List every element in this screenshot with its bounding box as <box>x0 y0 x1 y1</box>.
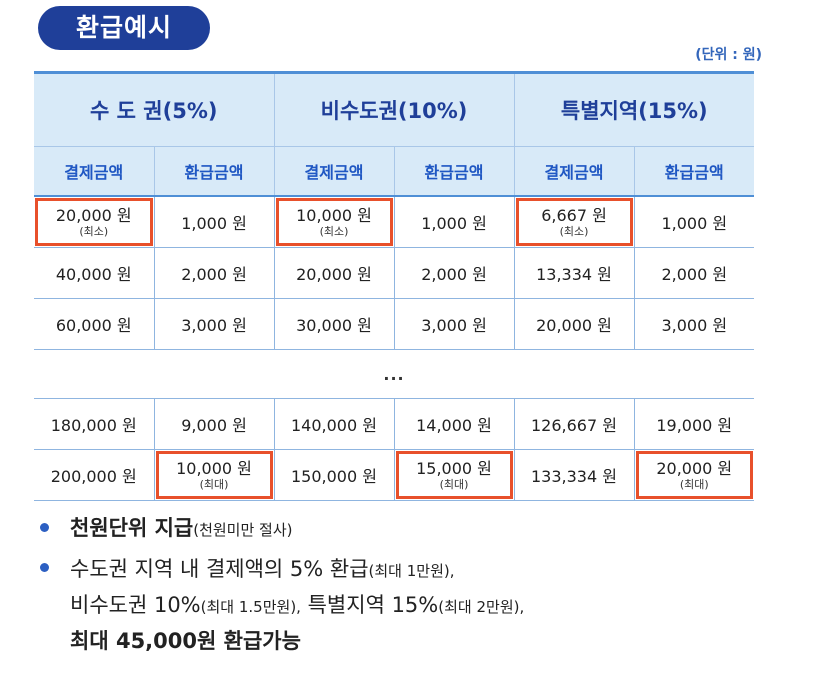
table-row: 40,000 원 2,000 원 20,000 원 2,000 원 13,334… <box>34 247 754 299</box>
table-row: 20,000 원 (최소) 1,000 원 10,000 원 (최소) 1,00… <box>34 196 754 248</box>
table-cell: 13,334 원 <box>513 247 634 299</box>
highlight-frame <box>155 451 273 499</box>
table-cell: 40,000 원 <box>34 247 154 299</box>
table-cell: 1,000 원 <box>393 196 514 248</box>
table-cell: 19,000 원 <box>633 398 754 450</box>
cell-note: (최소) <box>319 224 349 238</box>
table-cell-highlighted: 6,667 원 (최소) <box>513 196 634 248</box>
table-row: 60,000 원 3,000 원 30,000 원 3,000 원 20,000… <box>34 298 754 350</box>
note-small: (최대 1.5만원), <box>200 598 301 616</box>
cell-note: (최소) <box>559 224 589 238</box>
cell-note: (최대) <box>439 477 469 491</box>
region-special: 특별지역(15%) <box>513 71 754 147</box>
cell-note: (최대) <box>679 477 709 491</box>
table-cell-highlighted: 20,000 원 (최소) <box>34 196 154 248</box>
payment-header: 결제금액 <box>273 146 394 197</box>
cell-amount: 6,667 원 <box>541 205 607 225</box>
note-strong: 천원단위 지급 <box>70 516 194 540</box>
note-small: (최대 1만원), <box>368 562 455 580</box>
refund-header: 환급금액 <box>633 146 754 197</box>
sub-header-row: 결제금액 환급금액 결제금액 환급금액 결제금액 환급금액 <box>34 146 754 197</box>
highlight-frame <box>515 198 633 246</box>
highlight-frame <box>35 198 153 246</box>
region-non-capital: 비수도권(10%) <box>273 71 514 147</box>
ellipsis: ... <box>34 349 754 399</box>
payment-header: 결제금액 <box>34 146 154 197</box>
highlight-frame <box>635 451 753 499</box>
table-cell: 3,000 원 <box>633 298 754 350</box>
table-cell-highlighted: 10,000 원 (최대) <box>153 449 274 501</box>
table-cell: 60,000 원 <box>34 298 154 350</box>
note-text: 특별지역 15% <box>300 593 439 617</box>
table-cell: 140,000 원 <box>273 398 394 450</box>
cell-note: (최소) <box>79 224 109 238</box>
note-strong: 최대 45,000원 환급가능 <box>70 629 301 653</box>
highlight-frame <box>275 198 393 246</box>
table-cell: 1,000 원 <box>633 196 754 248</box>
note-text: 비수도권 10% <box>70 593 201 617</box>
bullet-icon <box>40 563 49 572</box>
table-row: 200,000 원 10,000 원 (최대) 150,000 원 15,000… <box>34 449 754 501</box>
table-cell-highlighted: 20,000 원 (최대) <box>633 449 754 501</box>
payment-header: 결제금액 <box>513 146 634 197</box>
table-cell: 2,000 원 <box>393 247 514 299</box>
bullet-icon <box>40 523 49 532</box>
cell-amount: 20,000 원 <box>656 458 733 478</box>
note-small: (최대 2만원), <box>438 598 525 616</box>
table-row: 180,000 원 9,000 원 140,000 원 14,000 원 126… <box>34 398 754 450</box>
refund-table: 수 도 권(5%) 비수도권(10%) 특별지역(15%) 결제금액 환급금액 … <box>34 71 754 501</box>
list-item: 천원단위 지급(천원미만 절사) <box>38 512 808 546</box>
table-cell: 3,000 원 <box>393 298 514 350</box>
table-cell: 9,000 원 <box>153 398 274 450</box>
table-cell: 20,000 원 <box>273 247 394 299</box>
ellipsis-row: ... <box>34 349 754 399</box>
cell-amount: 10,000 원 <box>176 458 252 478</box>
list-item: 수도권 지역 내 결제액의 5% 환급(최대 1만원), 비수도권 10%(최대… <box>38 552 808 658</box>
cell-amount: 10,000 원 <box>296 205 372 225</box>
table-cell: 14,000 원 <box>393 398 514 450</box>
table-cell-highlighted: 10,000 원 (최소) <box>273 196 394 248</box>
table-cell: 30,000 원 <box>273 298 394 350</box>
note-text: 수도권 지역 내 결제액의 5% 환급 <box>70 557 369 581</box>
refund-header: 환급금액 <box>393 146 514 197</box>
table-cell: 2,000 원 <box>153 247 274 299</box>
refund-header: 환급금액 <box>153 146 274 197</box>
table-cell: 1,000 원 <box>153 196 274 248</box>
table-cell: 200,000 원 <box>34 449 154 501</box>
table-cell: 180,000 원 <box>34 398 154 450</box>
unit-label: (단위 : 원) <box>695 47 762 63</box>
note-small: (천원미만 절사) <box>193 521 293 539</box>
region-header-row: 수 도 권(5%) 비수도권(10%) 특별지역(15%) <box>34 71 754 147</box>
table-cell: 133,334 원 <box>513 449 634 501</box>
table-cell: 3,000 원 <box>153 298 274 350</box>
highlight-frame <box>395 451 513 499</box>
cell-amount: 20,000 원 <box>55 205 132 225</box>
section-title-badge: 환급예시 <box>38 6 210 50</box>
table-cell-highlighted: 15,000 원 (최대) <box>393 449 514 501</box>
table-cell: 20,000 원 <box>513 298 634 350</box>
table-cell: 126,667 원 <box>513 398 634 450</box>
section-title: 환급예시 <box>75 13 172 42</box>
region-capital: 수 도 권(5%) <box>34 71 274 147</box>
table-cell: 2,000 원 <box>633 247 754 299</box>
table-cell: 150,000 원 <box>273 449 394 501</box>
cell-amount: 15,000 원 <box>416 458 492 478</box>
notes-list: 천원단위 지급(천원미만 절사) 수도권 지역 내 결제액의 5% 환급(최대 … <box>38 512 808 658</box>
cell-note: (최대) <box>199 477 229 491</box>
